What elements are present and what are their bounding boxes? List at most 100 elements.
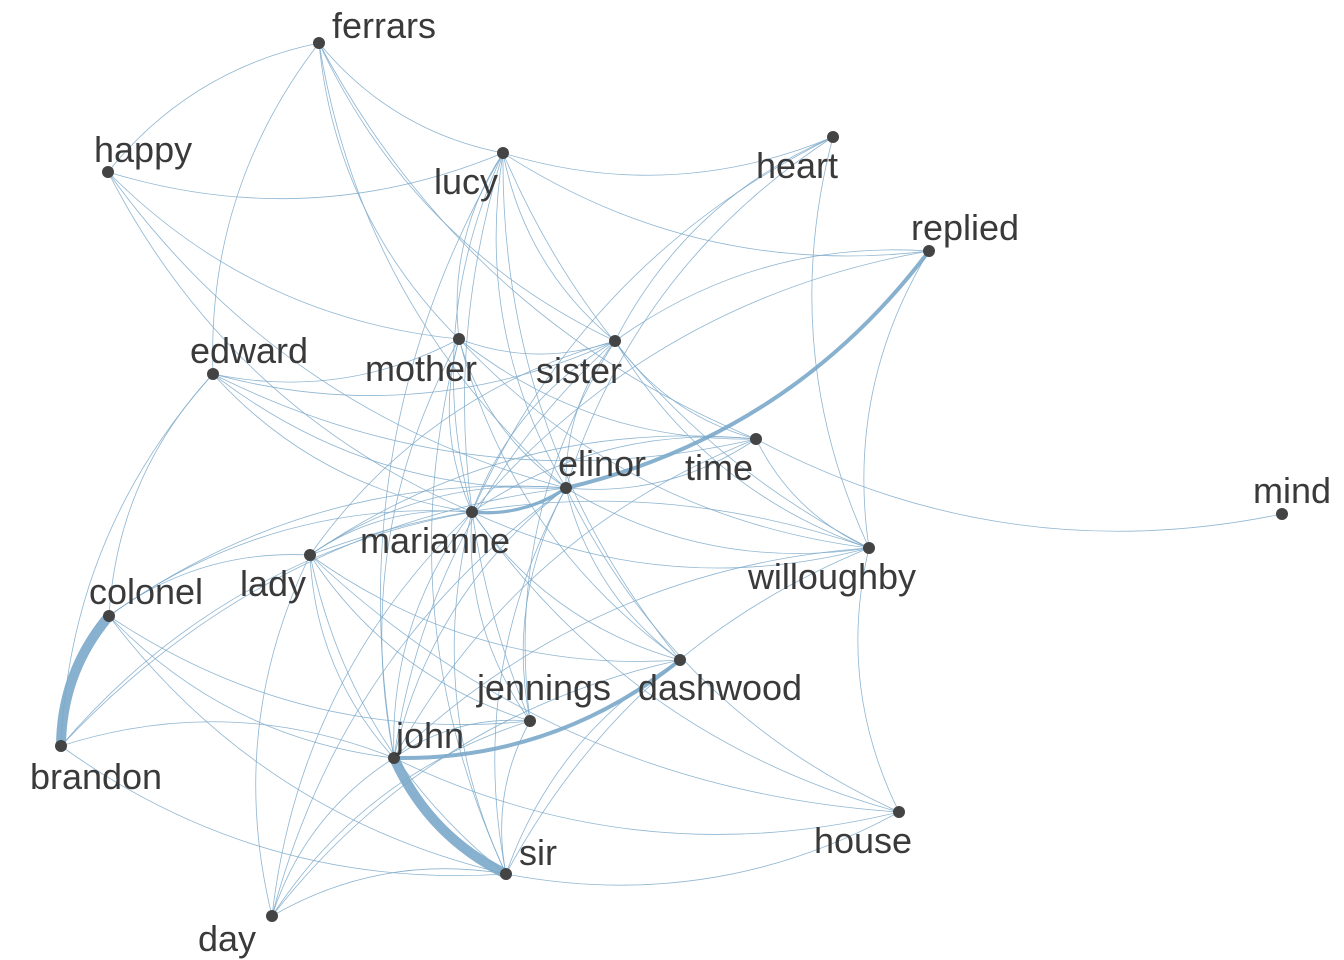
edge-john-day xyxy=(271,757,395,917)
node-lady xyxy=(304,549,316,561)
edge-edward-mother xyxy=(212,338,460,383)
labels-layer: ferrars happy lucy heart replied edward mother… xyxy=(30,5,1331,959)
edge-lucy-elinor xyxy=(495,152,567,489)
node-ferrars xyxy=(313,37,325,49)
node-label-elinor: elinor xyxy=(558,443,646,484)
edge-sister-time xyxy=(614,340,757,440)
edge-lucy-dashwood xyxy=(502,152,681,661)
edge-ferrars-time xyxy=(318,42,757,440)
node-time xyxy=(750,433,762,445)
node-edward xyxy=(207,368,219,380)
node-mind xyxy=(1276,508,1288,520)
edge-marianne-colonel xyxy=(108,510,473,617)
edge-colonel-john xyxy=(108,615,395,759)
node-label-happy: happy xyxy=(94,129,192,170)
edge-sir-day xyxy=(271,868,507,917)
edge-heart-marianne xyxy=(471,136,834,513)
edge-edward-time xyxy=(212,373,757,462)
edge-marianne-jennings xyxy=(470,511,531,722)
node-elinor xyxy=(560,482,572,494)
node-colonel xyxy=(103,610,115,622)
node-label-dashwood: dashwood xyxy=(638,667,802,708)
edge-lucy-sister xyxy=(502,152,616,342)
node-label-colonel: colonel xyxy=(89,571,203,612)
edge-lady-day xyxy=(255,554,311,917)
edge-lucy-marianne xyxy=(452,152,504,513)
node-label-heart: heart xyxy=(756,145,838,186)
edge-marianne-house xyxy=(471,511,900,813)
edge-lady-sir xyxy=(309,554,507,875)
edge-mother-john xyxy=(381,338,460,759)
edge-marianne-dashwood xyxy=(471,511,681,661)
edge-elinor-willoughby xyxy=(565,487,870,554)
edge-lucy-mother xyxy=(456,152,504,340)
strong-edge-marianne-elinor xyxy=(470,486,568,515)
edge-happy-mother xyxy=(107,171,460,340)
edge-marianne-day xyxy=(271,511,473,917)
edge-jennings-day xyxy=(271,720,531,917)
edge-willoughby-lady xyxy=(309,500,870,556)
edge-sister-jennings xyxy=(524,340,616,722)
edge-sister-lady xyxy=(309,340,616,556)
edge-lady-house xyxy=(309,554,900,813)
node-label-lady: lady xyxy=(240,563,306,604)
edge-time-marianne xyxy=(471,436,757,513)
edge-sister-john xyxy=(393,340,616,759)
node-happy xyxy=(102,166,114,178)
node-heart xyxy=(827,131,839,143)
edge-heart-sister xyxy=(614,136,834,342)
node-label-marianne: marianne xyxy=(360,520,510,561)
node-mother xyxy=(453,333,465,345)
edge-dashwood-day xyxy=(271,659,681,917)
edge-elinor-day xyxy=(271,487,567,917)
edge-lady-jennings xyxy=(309,554,531,722)
edge-lucy-jennings xyxy=(464,152,531,722)
node-house xyxy=(893,806,905,818)
edge-elinor-sir xyxy=(494,487,567,875)
edge-edward-brandon xyxy=(60,373,214,747)
node-label-john: john xyxy=(395,715,464,756)
edge-john-brandon xyxy=(60,721,395,759)
edge-time-lady xyxy=(309,435,757,556)
node-label-replied: replied xyxy=(911,207,1019,248)
strong-edge-john-dashwood xyxy=(392,658,682,761)
node-replied xyxy=(923,245,935,257)
strong-edge-colonel-brandon xyxy=(56,611,114,751)
node-label-sir: sir xyxy=(519,832,557,873)
edge-mother-dashwood xyxy=(458,338,681,661)
node-lucy xyxy=(497,147,509,159)
edge-edward-sister xyxy=(212,340,616,396)
node-sir xyxy=(500,868,512,880)
node-label-mother: mother xyxy=(365,348,477,389)
edge-heart-elinor xyxy=(565,136,834,489)
edge-willoughby-john xyxy=(393,547,870,759)
strong-edge-john-sir xyxy=(389,753,511,879)
node-brandon xyxy=(55,740,67,752)
node-jennings xyxy=(524,715,536,727)
edge-sister-marianne xyxy=(471,340,616,513)
edge-marianne-sir xyxy=(453,511,507,875)
node-willoughby xyxy=(863,542,875,554)
node-label-edward: edward xyxy=(190,330,308,371)
edge-happy-elinor xyxy=(107,171,567,489)
edge-willoughby-house xyxy=(857,547,900,813)
strong-edge-elinor-replied xyxy=(564,249,931,490)
edge-heart-willoughby xyxy=(811,136,870,549)
node-label-mind: mind xyxy=(1253,470,1331,511)
edge-marianne-john xyxy=(393,511,473,759)
edge-jennings-sir xyxy=(501,720,531,875)
node-label-house: house xyxy=(814,820,912,861)
edge-lucy-heart xyxy=(502,136,834,176)
node-label-willoughby: willoughby xyxy=(747,556,916,597)
edge-elinor-time xyxy=(565,438,757,490)
edge-mother-sir xyxy=(431,338,507,875)
edge-time-willoughby xyxy=(755,438,870,549)
node-label-time: time xyxy=(685,447,753,488)
nodes-layer xyxy=(55,37,1288,922)
edge-replied-willoughby xyxy=(863,250,930,549)
edge-john-house xyxy=(393,757,900,835)
node-label-ferrars: ferrars xyxy=(332,5,436,46)
edge-colonel-jennings xyxy=(108,615,531,725)
edges-layer xyxy=(56,42,1283,917)
